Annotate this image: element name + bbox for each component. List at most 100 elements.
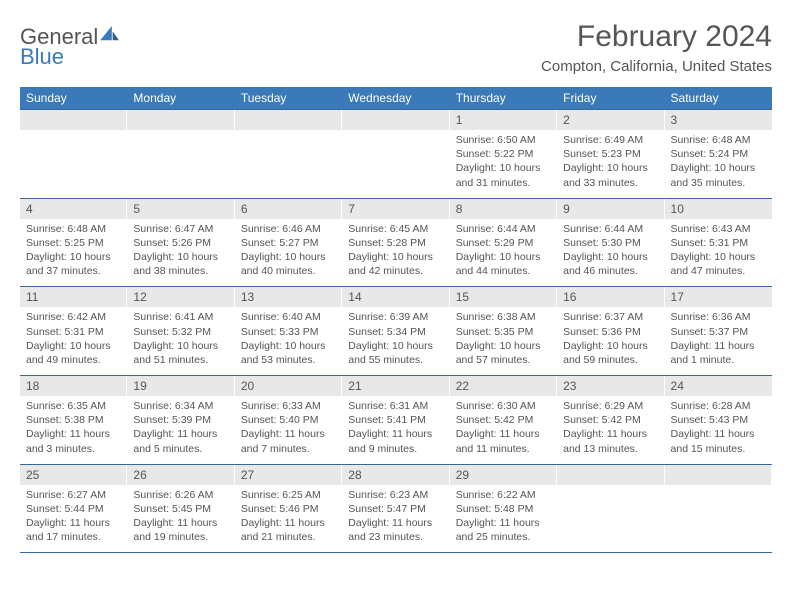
- sunrise-line: Sunrise: 6:44 AM: [563, 223, 643, 235]
- weekday-header: Tuesday: [235, 87, 342, 110]
- day-number: 26: [127, 465, 234, 485]
- day-number: 22: [450, 376, 557, 396]
- sunrise-line: Sunrise: 6:23 AM: [348, 489, 428, 501]
- sunset-line: Sunset: 5:25 PM: [26, 237, 104, 249]
- sunset-line: Sunset: 5:33 PM: [241, 326, 319, 338]
- day-number: 27: [235, 465, 342, 485]
- day-number: 6: [235, 199, 342, 219]
- logo: GeneralBlue: [20, 24, 120, 68]
- sunset-line: Sunset: 5:31 PM: [671, 237, 749, 249]
- sunset-line: Sunset: 5:40 PM: [241, 414, 319, 426]
- daylight-line: Daylight: 11 hours and 19 minutes.: [133, 517, 217, 543]
- calendar-cell: 22Sunrise: 6:30 AMSunset: 5:42 PMDayligh…: [450, 376, 557, 465]
- calendar-cell: 9Sunrise: 6:44 AMSunset: 5:30 PMDaylight…: [557, 198, 664, 287]
- sunrise-line: Sunrise: 6:47 AM: [133, 223, 213, 235]
- sunrise-line: Sunrise: 6:42 AM: [26, 311, 106, 323]
- daylight-line: Daylight: 11 hours and 5 minutes.: [133, 428, 217, 454]
- sunset-line: Sunset: 5:34 PM: [348, 326, 426, 338]
- calendar-cell: 4 Sunrise: 6:48 AM Sunset: 5:25 PM Daylight…: [20, 198, 127, 287]
- day-number: 7: [342, 199, 449, 219]
- calendar-cell: 25Sunrise: 6:27 AMSunset: 5:44 PMDayligh…: [20, 464, 127, 553]
- day-number: 16: [557, 287, 664, 307]
- weekday-header: Sunday: [20, 87, 127, 110]
- sunset-line: Sunset: 5:22 PM: [456, 148, 534, 160]
- empty-day-header: [20, 110, 127, 130]
- day-number: 25: [20, 465, 127, 485]
- calendar-table: SundayMondayTuesdayWednesdayThursdayFrid…: [20, 87, 772, 553]
- day-detail: Sunrise: 6:42 AMSunset: 5:31 PMDaylight:…: [20, 307, 127, 375]
- daylight-line: Daylight: 11 hours and 9 minutes.: [348, 428, 432, 454]
- day-number: 2: [557, 110, 664, 130]
- sunset-line: Sunset: 5:47 PM: [348, 503, 426, 515]
- sunset-line: Sunset: 5:37 PM: [671, 326, 749, 338]
- daylight-line: Daylight: 10 hours and 46 minutes.: [563, 251, 648, 277]
- sunset-line: Sunset: 5:30 PM: [563, 237, 641, 249]
- calendar-cell: 29Sunrise: 6:22 AMSunset: 5:48 PMDayligh…: [450, 464, 557, 553]
- calendar-week-row: 1Sunrise: 6:50 AMSunset: 5:22 PMDaylight…: [20, 110, 772, 199]
- calendar-cell: 2Sunrise: 6:49 AMSunset: 5:23 PMDaylight…: [557, 110, 664, 199]
- weekday-header: Friday: [557, 87, 664, 110]
- day-detail: Sunrise: 6:47 AMSunset: 5:26 PMDaylight:…: [127, 219, 234, 287]
- page-header: GeneralBlue February 2024 Compton, Calif…: [20, 20, 772, 75]
- sunrise-line: Sunrise: 6:38 AM: [456, 311, 536, 323]
- sunrise-line: Sunrise: 6:31 AM: [348, 400, 428, 412]
- daylight-line: Daylight: 10 hours and 57 minutes.: [456, 340, 541, 366]
- sunrise-line: Sunrise: 6:40 AM: [241, 311, 321, 323]
- empty-day-body: [20, 130, 127, 187]
- day-detail: Sunrise: 6:37 AMSunset: 5:36 PMDaylight:…: [557, 307, 664, 375]
- calendar-cell: 13Sunrise: 6:40 AMSunset: 5:33 PMDayligh…: [235, 287, 342, 376]
- calendar-week-row: 11Sunrise: 6:42 AMSunset: 5:31 PMDayligh…: [20, 287, 772, 376]
- sunrise-line: Sunrise: 6:35 AM: [26, 400, 106, 412]
- logo-sail-icon: [100, 24, 120, 46]
- day-number: 21: [342, 376, 449, 396]
- empty-day-header: [557, 465, 664, 485]
- empty-day-header: [342, 110, 449, 130]
- day-number: 3: [665, 110, 772, 130]
- empty-day-header: [235, 110, 342, 130]
- title-block: February 2024 Compton, California, Unite…: [541, 20, 772, 75]
- day-detail: Sunrise: 6:22 AMSunset: 5:48 PMDaylight:…: [450, 485, 557, 553]
- day-detail: Sunrise: 6:23 AM Sunset: 5:47 PM Daylight:…: [342, 485, 449, 553]
- daylight-line: Daylight: 10 hours and 37 minutes.: [26, 251, 111, 277]
- sunrise-line: Sunrise: 6:39 AM: [348, 311, 428, 323]
- calendar-cell: 27Sunrise: 6:25 AMSunset: 5:46 PMDayligh…: [235, 464, 342, 553]
- daylight-line: Daylight: 11 hours and 7 minutes.: [241, 428, 325, 454]
- calendar-cell: 17Sunrise: 6:36 AMSunset: 5:37 PMDayligh…: [665, 287, 772, 376]
- sunrise-line: Sunrise: 6:50 AM: [456, 134, 536, 146]
- day-detail: Sunrise: 6:29 AMSunset: 5:42 PMDaylight:…: [557, 396, 664, 464]
- daylight-line: Daylight: 10 hours and 35 minutes.: [671, 162, 756, 188]
- sunrise-line: Sunrise: 6:27 AM: [26, 489, 106, 501]
- sunset-line: Sunset: 5:46 PM: [241, 503, 319, 515]
- calendar-header-row: SundayMondayTuesdayWednesdayThursdayFrid…: [20, 87, 772, 110]
- calendar-cell: 21Sunrise: 6:31 AMSunset: 5:41 PMDayligh…: [342, 376, 449, 465]
- sunrise-line: Sunrise: 6:46 AM: [241, 223, 321, 235]
- daylight-line: Daylight: 11 hours and 23 minutes.: [348, 517, 432, 543]
- sunset-line: Sunset: 5:44 PM: [26, 503, 104, 515]
- sunset-line: Sunset: 5:24 PM: [671, 148, 749, 160]
- day-detail: Sunrise: 6:44 AMSunset: 5:29 PMDaylight:…: [450, 219, 557, 287]
- sunrise-line: Sunrise: 6:48 AM: [26, 223, 106, 235]
- weekday-header: Monday: [127, 87, 234, 110]
- calendar-cell: [127, 110, 234, 199]
- day-number: 8: [450, 199, 557, 219]
- sunset-line: Sunset: 5:42 PM: [456, 414, 534, 426]
- sunset-line: Sunset: 5:26 PM: [133, 237, 211, 249]
- daylight-line: Daylight: 10 hours and 53 minutes.: [241, 340, 326, 366]
- day-detail: Sunrise: 6:38 AMSunset: 5:35 PMDaylight:…: [450, 307, 557, 375]
- day-number: 4: [20, 199, 127, 219]
- empty-day-body: [557, 485, 664, 542]
- sunrise-line: Sunrise: 6:30 AM: [456, 400, 536, 412]
- calendar-cell: 14Sunrise: 6:39 AMSunset: 5:34 PMDayligh…: [342, 287, 449, 376]
- calendar-cell: [557, 464, 664, 553]
- day-detail: Sunrise: 6:43 AMSunset: 5:31 PMDaylight:…: [665, 219, 772, 287]
- weekday-header: Saturday: [665, 87, 772, 110]
- day-detail: Sunrise: 6:28 AMSunset: 5:43 PMDaylight:…: [665, 396, 772, 464]
- day-number: 19: [127, 376, 234, 396]
- day-number: 29: [450, 465, 557, 485]
- day-detail: Sunrise: 6:39 AMSunset: 5:34 PMDaylight:…: [342, 307, 449, 375]
- weekday-header: Wednesday: [342, 87, 449, 110]
- sunrise-line: Sunrise: 6:26 AM: [133, 489, 213, 501]
- daylight-line: Daylight: 11 hours and 25 minutes.: [456, 517, 540, 543]
- day-detail: Sunrise: 6:48 AMSunset: 5:24 PMDaylight:…: [665, 130, 772, 198]
- daylight-line: Daylight: 10 hours and 47 minutes.: [671, 251, 756, 277]
